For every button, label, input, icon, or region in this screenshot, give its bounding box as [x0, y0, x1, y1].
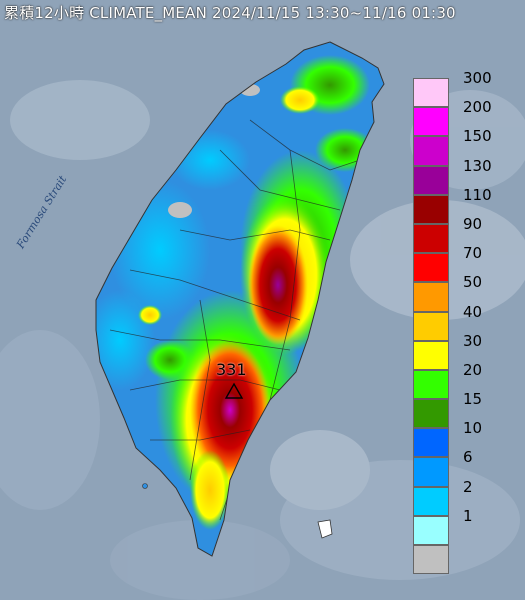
legend-swatch — [413, 311, 449, 341]
legend-label: 150 — [463, 127, 492, 146]
legend-swatch — [413, 282, 449, 312]
green-island — [317, 519, 333, 539]
legend-row: 70 — [413, 244, 523, 283]
legend-swatch — [413, 428, 449, 458]
legend-swatch — [413, 194, 449, 224]
legend-swatch — [413, 369, 449, 400]
legend-row — [413, 545, 523, 575]
legend-label: 50 — [463, 273, 483, 292]
legend-swatch — [413, 340, 449, 370]
legend-label: 90 — [463, 214, 483, 233]
legend-row: 2 — [413, 478, 523, 516]
legend-row: 90 — [413, 215, 523, 254]
legend-label: 1 — [463, 506, 473, 525]
legend-swatch — [413, 78, 449, 108]
rainfall-legend: 300 200 150 130 110 90 70 50 40 30 20 15 10 6 2 1 — [413, 69, 523, 575]
legend-label: 40 — [463, 302, 483, 321]
legend-label: 20 — [463, 360, 483, 379]
legend-row: 200 — [413, 98, 523, 137]
legend-label: 130 — [463, 156, 492, 175]
legend-label: 300 — [463, 69, 492, 87]
legend-row: 150 — [413, 127, 523, 166]
legend-row: 50 — [413, 273, 523, 312]
legend-label: 6 — [463, 448, 473, 467]
legend-swatch — [413, 136, 449, 166]
legend-swatch — [413, 515, 449, 545]
legend-row: 130 — [413, 157, 523, 195]
legend-row: 15 — [413, 390, 523, 429]
legend-row: 20 — [413, 361, 523, 400]
small-island — [142, 483, 148, 489]
legend-swatch — [413, 457, 449, 487]
taiwan-coastline — [95, 41, 385, 557]
legend-row: 1 — [413, 507, 523, 545]
legend-label: 70 — [463, 244, 483, 263]
legend-row: 110 — [413, 186, 523, 224]
legend-swatch — [413, 486, 449, 516]
legend-swatch — [413, 399, 449, 429]
peak-value-label: 331 — [216, 360, 247, 379]
legend-label: 200 — [463, 98, 492, 117]
peak-marker-icon — [224, 382, 244, 399]
legend-swatch — [413, 165, 449, 195]
legend-row: 40 — [413, 303, 523, 341]
legend-label: 110 — [463, 185, 492, 204]
legend-row: 300 — [413, 69, 523, 108]
legend-swatch — [413, 253, 449, 283]
legend-label: 2 — [463, 477, 473, 496]
legend-swatch — [413, 545, 449, 575]
map-title: 累積12小時 CLIMATE_MEAN 2024/11/15 13:30~11/… — [4, 4, 456, 22]
legend-label: 30 — [463, 331, 483, 350]
legend-row: 10 — [413, 419, 523, 458]
legend-swatch — [413, 107, 449, 137]
legend-swatch — [413, 223, 449, 254]
legend-label: 15 — [463, 390, 483, 409]
legend-row: 6 — [413, 448, 523, 487]
legend-label: 10 — [463, 419, 483, 438]
legend-row: 30 — [413, 332, 523, 370]
